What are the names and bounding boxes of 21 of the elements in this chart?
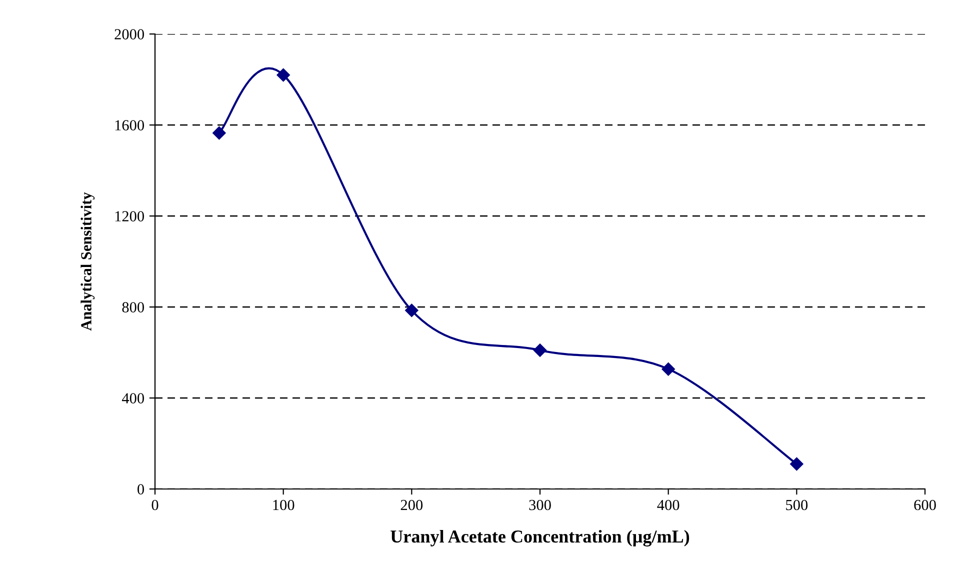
x-tick-label: 100 [273, 500, 294, 510]
y-tick-label: 800 [122, 302, 144, 312]
x-tick-label: 0 [152, 500, 158, 510]
x-tick-label: 300 [529, 500, 551, 510]
y-tick-label: 1600 [115, 120, 144, 130]
point [276, 68, 290, 82]
x-tick-label: 200 [400, 500, 423, 510]
y-tick-label: 400 [122, 393, 144, 404]
y-tick-label: 0 [138, 484, 144, 494]
point [662, 362, 675, 376]
x-tick-label: 400 [657, 500, 680, 510]
point [212, 126, 226, 140]
x-axis-title: Uranyl Acetate Concentration (µg/mL) [390, 530, 690, 546]
point [533, 344, 547, 357]
y-tick-label: 2000 [114, 29, 144, 40]
y-axis-title: Analytical Sensitivity [80, 192, 95, 331]
x-tick-label: 600 [914, 500, 936, 510]
x-tick-label: 500 [786, 500, 808, 510]
y-tick-label: 1200 [115, 211, 144, 222]
point [790, 457, 804, 471]
point [405, 304, 418, 317]
